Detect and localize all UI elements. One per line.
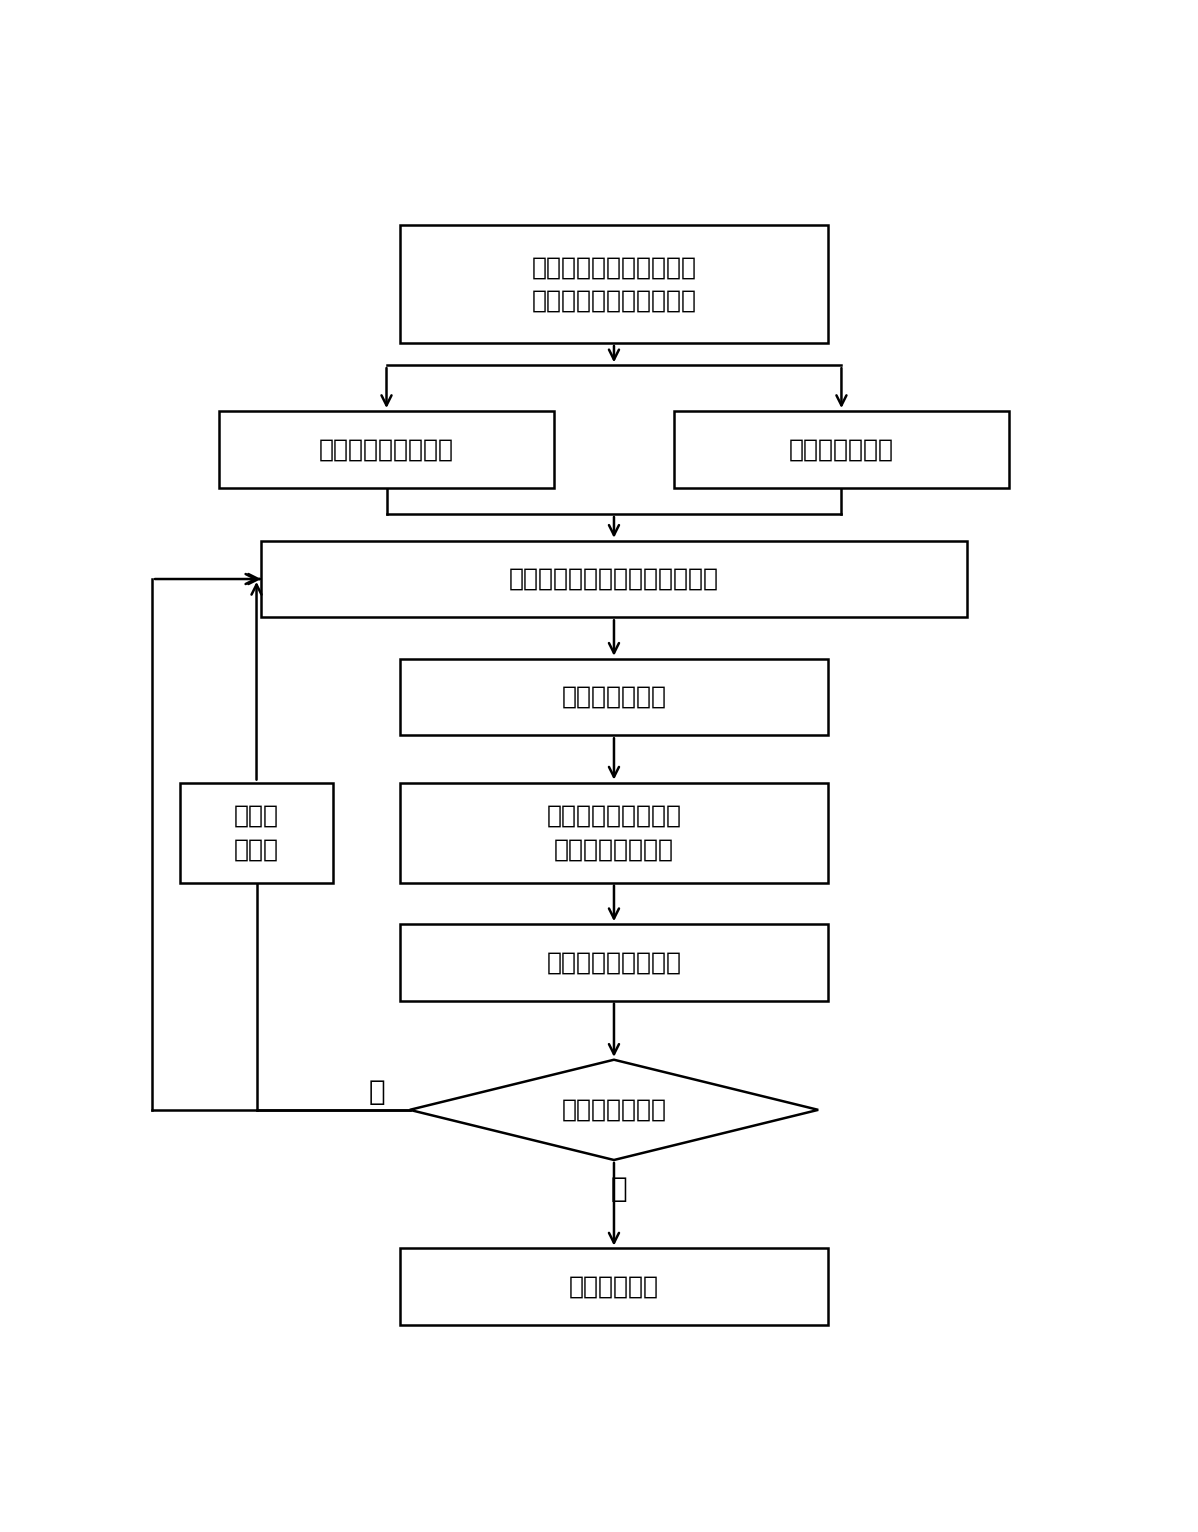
Text: 支持向量回归机模型: 支持向量回归机模型 — [546, 950, 682, 974]
Bar — [400, 225, 828, 343]
Text: 基于全波分析的电磁场数值计算: 基于全波分析的电磁场数值计算 — [509, 567, 719, 591]
Bar — [400, 659, 828, 735]
Text: 数据归一化处理: 数据归一化处理 — [562, 685, 666, 709]
Text: 产生一组随机数: 产生一组随机数 — [789, 437, 894, 461]
Bar — [180, 783, 333, 882]
Bar — [261, 541, 967, 617]
Bar — [400, 783, 828, 882]
Text: 是: 是 — [610, 1175, 627, 1203]
Text: 输出最优模型: 输出最优模型 — [569, 1275, 659, 1299]
Bar — [400, 1249, 828, 1325]
Text: 否: 否 — [369, 1079, 386, 1106]
Text: 满足终止条件？: 满足终止条件？ — [562, 1098, 666, 1121]
Text: 拉丁超立方试验设计: 拉丁超立方试验设计 — [319, 437, 454, 461]
Text: 遗传算法优化支持向
量回归机模型参数: 遗传算法优化支持向 量回归机模型参数 — [546, 804, 682, 861]
Bar — [400, 924, 828, 1000]
Text: 确定平板裂缝天线功能构
件的结构参数及取值范围: 确定平板裂缝天线功能构 件的结构参数及取值范围 — [532, 256, 696, 313]
Polygon shape — [410, 1060, 818, 1160]
Bar — [219, 411, 553, 487]
Bar — [674, 411, 1009, 487]
Text: 增加训
练样本: 增加训 练样本 — [234, 804, 279, 861]
